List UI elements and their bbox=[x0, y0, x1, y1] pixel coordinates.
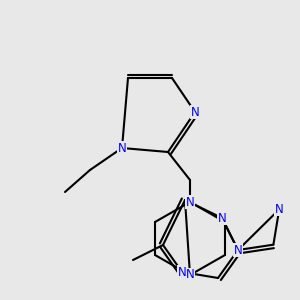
Text: N: N bbox=[218, 212, 226, 224]
Text: N: N bbox=[118, 142, 126, 154]
Text: N: N bbox=[234, 244, 242, 256]
Text: N: N bbox=[186, 268, 194, 281]
Text: N: N bbox=[186, 196, 194, 208]
Text: N: N bbox=[275, 203, 284, 216]
Text: N: N bbox=[178, 266, 186, 278]
Text: N: N bbox=[190, 106, 200, 118]
